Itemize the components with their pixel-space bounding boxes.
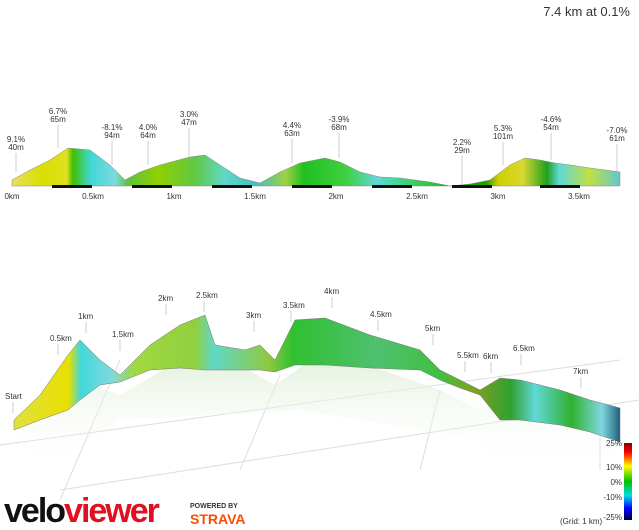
annotation-length: 40m: [8, 143, 24, 152]
distance-label: 2km: [158, 294, 173, 303]
x-tick-label: 2.5km: [406, 192, 428, 201]
legend-label: -25%: [603, 513, 622, 522]
annotation-length: 65m: [50, 115, 66, 124]
distance-label: 6.5km: [513, 344, 535, 353]
legend-label: -10%: [603, 493, 622, 502]
distance-label: 3.5km: [283, 301, 305, 310]
annotation-length: 101m: [493, 132, 513, 141]
annotation-grade: 2.2%: [453, 138, 471, 147]
annotation-length: 29m: [454, 146, 470, 155]
annotation-grade: 6.7%: [49, 107, 67, 116]
distance-label: 3km: [246, 311, 261, 320]
logo: veloviewer: [4, 492, 160, 530]
annotation-grade: 9.1%: [7, 135, 25, 144]
logo-velo: velo: [4, 492, 65, 530]
km-bars: [52, 185, 580, 188]
elevation-profile: [11, 147, 621, 187]
strava: STRAVA: [190, 511, 245, 527]
annotation-grade: 3.0%: [180, 110, 198, 119]
annotation-grade: 4.0%: [139, 123, 157, 132]
annotation-grade: -8.1%: [102, 123, 123, 132]
logo-viewer: viewer: [64, 492, 160, 530]
legend-label: 0%: [610, 478, 622, 487]
x-tick-label: 3km: [490, 192, 505, 201]
grade-legend: [624, 443, 632, 520]
x-tick-label: 1.5km: [244, 192, 266, 201]
grid-note: (Grid: 1 km): [560, 517, 603, 526]
labels-3d: Start 0.5km 1km 1.5km 2km 2.5km 3km 3.5km 4km 4.5…: [5, 287, 588, 413]
distance-label: 1km: [78, 312, 93, 321]
annotation-length: 68m: [331, 123, 347, 132]
annotation-grade: -3.9%: [329, 115, 350, 124]
annotation-length: 63m: [284, 129, 300, 138]
summary: 7.4 km at 0.1%: [543, 4, 630, 19]
annotation-grade: 5.3%: [494, 124, 512, 133]
distance-label: 4.5km: [370, 310, 392, 319]
x-tick-label: 3.5km: [568, 192, 590, 201]
x-tick-label: 0km: [4, 192, 19, 201]
annotation-length: 61m: [609, 134, 625, 143]
x-tick-label: 2km: [328, 192, 343, 201]
annotation-grade: -7.0%: [607, 126, 628, 135]
distance-label: 5.5km: [457, 351, 479, 360]
annotation-length: 64m: [140, 131, 156, 140]
distance-label: 0.5km: [50, 334, 72, 343]
legend-label: 10%: [606, 463, 622, 472]
powered-by: POWERED BY: [190, 503, 238, 510]
legend-labels: 25% 10% 0% -10% -25%: [603, 439, 622, 522]
distance-label: 1.5km: [112, 330, 134, 339]
annotation-grade: -4.6%: [541, 115, 562, 124]
profile-shadow: [14, 345, 620, 470]
legend-label: 25%: [606, 439, 622, 448]
annotations: 9.1%40m 6.7%65m -8.1%94m 4.0%64m 3.0%47m 4.4%…: [7, 107, 628, 184]
x-tick-label: 1km: [166, 192, 181, 201]
distance-label: 4km: [324, 287, 339, 296]
x-tick-label: 0.5km: [82, 192, 104, 201]
distance-label: 5km: [425, 324, 440, 333]
annotation-length: 94m: [104, 131, 120, 140]
profile-3d: [13, 314, 621, 443]
annotation-grade: 4.4%: [283, 121, 301, 130]
distance-label: 7km: [573, 367, 588, 376]
x-axis: 0km0.5km1km1.5km2km2.5km3km3.5km4km4.5km…: [4, 192, 590, 201]
distance-label: Start: [5, 392, 23, 401]
annotation-length: 54m: [543, 123, 559, 132]
distance-label: 6km: [483, 352, 498, 361]
annotation-length: 47m: [181, 118, 197, 127]
distance-label: 2.5km: [196, 291, 218, 300]
